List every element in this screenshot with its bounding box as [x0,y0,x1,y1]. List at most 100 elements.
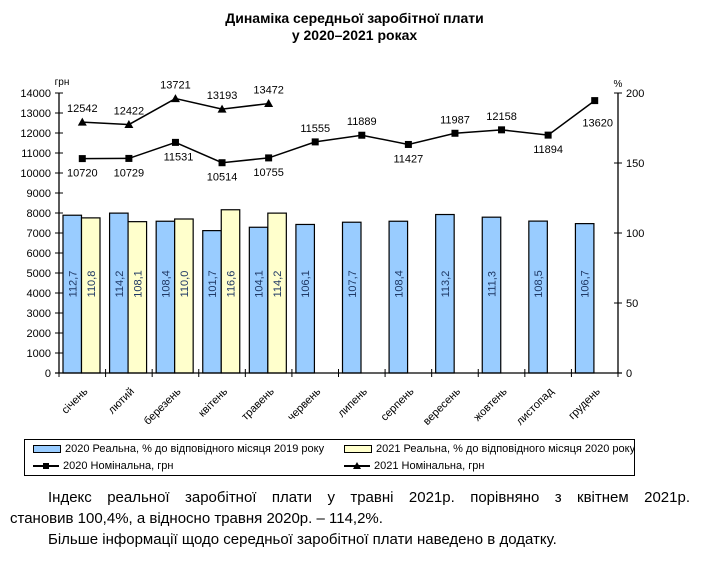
x-axis-category-label: березень [142,385,184,427]
line-data-label: 13721 [160,80,191,92]
line-data-label: 11555 [300,123,330,135]
left-axis-tick-label: 4000 [27,288,51,300]
line-data-label: 11894 [533,144,563,156]
bar-data-label: 114,2 [272,271,284,298]
left-axis-tick-label: 14000 [20,88,51,100]
left-axis-unit-label: грн [55,77,70,88]
left-axis-tick-label: 1000 [27,348,51,360]
line-data-label: 11889 [347,116,377,128]
legend-line-2021-nominal [344,461,370,471]
line-marker-triangle [170,94,180,103]
bar-data-label: 106,7 [580,270,592,298]
triangle-marker-icon [353,462,361,469]
left-axis-tick-label: 11000 [21,148,51,160]
x-axis-category-label: липень [336,385,370,419]
line-data-label: 13472 [253,85,284,97]
bar-data-label: 114,2 [114,271,126,298]
legend-label-2020-nominal: 2020 Номінальна, грн [63,460,174,472]
bar-data-label: 108,1 [132,270,144,298]
line-marker-triangle [77,117,87,126]
line-marker-triangle [264,99,274,108]
line-2021-nominal [82,97,269,126]
line-marker-square [311,138,319,146]
bar-data-label: 113,2 [440,271,452,298]
bar-data-label: 116,6 [226,271,238,298]
x-axis-category-label: вересень [421,385,463,427]
bar-2020-real [202,230,222,374]
line-data-label: 11427 [393,153,423,165]
x-axis-category-label: лютий [106,386,137,417]
right-axis-tick-label: 200 [626,88,644,100]
legend-line-2020-nominal [33,461,59,471]
legend-item-2021-nominal: 2021 Номінальна, грн [344,460,484,472]
legend-item-2020-nominal: 2020 Номінальна, грн [33,460,173,472]
line-marker-square [265,154,273,162]
x-axis-category-label: січень [60,385,91,416]
line-marker-square [404,140,412,148]
line-data-label: 10729 [114,167,145,179]
line-data-label: 10514 [207,172,238,184]
x-axis-category-label: червень [285,385,323,423]
paragraph-line-2: становив 100,4%, а відносно травня 2020р… [10,510,383,527]
bar-data-label: 106,1 [300,270,312,298]
legend-swatch-2021-real [344,445,372,453]
x-axis-category-label: травень [239,385,277,423]
line-marker-square [78,155,86,163]
line-marker-triangle [124,120,134,129]
left-axis-tick-label: 6000 [27,248,51,260]
left-axis-tick-label: 3000 [27,308,51,320]
legend-item-2020-real: 2020 Реальна, % до відповідного місяця 2… [33,443,324,455]
legend-label-2021-real: 2021 Реальна, % до відповідного місяця 2… [376,443,636,455]
line-data-label: 13193 [207,90,238,102]
line-marker-square [591,97,599,105]
bar-data-label: 110,0 [179,271,191,298]
line-data-label: 12542 [67,103,98,115]
line-marker-triangle [217,104,227,113]
chart-legend: 2020 Реальна, % до відповідного місяця 2… [24,439,635,476]
line-2020-nominal [82,99,596,164]
line-marker-square [544,131,552,139]
paragraph-line-1: Індекс реальної заробітної плати у травн… [48,489,690,506]
right-axis-tick-label: 100 [626,228,644,240]
line-data-label: 11531 [164,151,194,163]
bar-data-label: 108,4 [160,270,172,298]
chart-plot: 112,7 114,2 108,4 101,7 104,1 106,1 107,7 108,4… [20,77,644,428]
line-marker-square [171,138,179,146]
chart-title-line2: у 2020–2021 роках [291,27,418,43]
left-axis-tick-label: 7000 [27,228,51,240]
right-axis-unit-label: % [614,79,623,90]
bar-data-label: 107,7 [347,270,359,298]
left-axis-tick-label: 13000 [20,108,51,120]
left-axis-tick-label: 9000 [27,188,51,200]
left-axis-tick-label: 5000 [27,268,51,280]
left-axis-tick-label: 0 [45,368,51,380]
line-data-label: 11987 [440,114,470,126]
bar-data-label: 108,5 [533,270,545,298]
x-axis-category-label: жовтень [472,385,510,423]
x-axis-category-label: квітень [196,385,230,419]
line-marker-square [498,126,506,134]
line-marker-square [218,159,226,167]
right-axis-tick-label: 150 [626,158,644,170]
legend-label-2020-real: 2020 Реальна, % до відповідного місяця 2… [65,443,325,455]
legend-swatch-2020-real [33,445,61,453]
line-data-label: 12422 [114,106,145,118]
x-axis-category-label: серпень [379,385,417,423]
right-axis-tick-label: 0 [626,368,632,380]
square-marker-icon [43,463,49,469]
bar-data-label: 111,3 [487,271,499,297]
right-axis-tick-label: 50 [626,298,638,310]
line-data-label: 10720 [67,168,98,180]
x-axis-category-label: грудень [566,385,603,422]
legend-item-2021-real: 2021 Реальна, % до відповідного місяця 2… [344,443,635,455]
bar-data-label: 110,8 [86,271,98,298]
chart-title-line1: Динаміка середньої заробітної плати [225,10,484,26]
line-data-label: 12158 [486,111,517,123]
bar-data-label: 101,7 [207,270,219,298]
left-axis-tick-label: 10000 [20,168,51,180]
line-marker-square [125,154,133,162]
legend-label-2021-nominal: 2021 Номінальна, грн [374,460,485,472]
x-axis-category-label: листопад [514,385,557,428]
left-axis-tick-label: 8000 [27,208,51,220]
line-data-label: 13620 [582,118,613,130]
